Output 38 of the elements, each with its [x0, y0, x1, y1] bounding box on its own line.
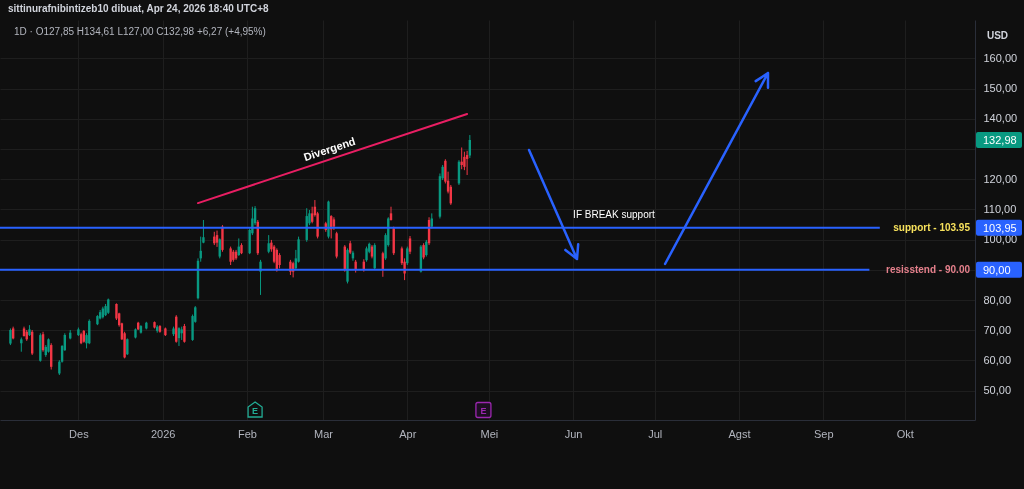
y-tick-label: 100,00	[983, 233, 1018, 246]
annotation: E	[252, 405, 259, 416]
ref-line-label: support - 103.95	[893, 221, 971, 233]
x-tick-label: Okt	[896, 427, 914, 440]
text: 103,95	[983, 221, 1017, 234]
candlestick	[335, 231, 338, 259]
y-tick-label: 70,00	[983, 323, 1012, 336]
y-tick-label: 50,00	[983, 384, 1012, 397]
y-tick-label: 150,00	[983, 82, 1018, 95]
chart-subtitle: sittinurafnibintizeb10 dibuat, Apr 24, 2026 18:40 UTC+8	[8, 3, 269, 14]
x-tick-label: Apr	[399, 427, 417, 440]
candlestick	[460, 146, 463, 170]
y-tick-label: 160,00	[983, 51, 1018, 64]
x-tick-label: Jul	[648, 427, 663, 440]
x-tick-label: Sep	[813, 427, 834, 440]
x-tick-label: Agst	[728, 427, 751, 440]
annotation: E	[480, 405, 487, 416]
ref-line-label: resisstend - 90.00	[886, 263, 971, 275]
x-tick-label: Des	[69, 427, 90, 440]
y-tick-label: 120,00	[983, 172, 1018, 185]
annotation: IF BREAK support	[573, 209, 656, 220]
candlestick	[463, 151, 466, 171]
x-tick-label: Mar	[314, 427, 334, 440]
text: 132,98	[983, 134, 1017, 146]
candlestick	[259, 259, 262, 296]
text: 1D · O127,85 H134,61 L127,00 C132,98 +6,27 (+4,95%)	[14, 26, 266, 37]
y-axis-title: USD	[986, 29, 1009, 41]
y-tick-label: 60,00	[983, 353, 1012, 366]
y-tick-label: 80,00	[983, 293, 1012, 306]
y-tick-label: 110,00	[983, 202, 1017, 215]
x-tick-label: 2026	[150, 427, 176, 440]
x-tick-label: Feb	[237, 427, 257, 440]
candlestick	[221, 224, 224, 253]
y-tick-label: 140,00	[983, 112, 1018, 125]
candlestick	[406, 246, 409, 266]
text: 90,00	[983, 263, 1011, 276]
x-tick-label: Jun	[564, 427, 583, 440]
x-tick-label: Mei	[480, 427, 499, 440]
